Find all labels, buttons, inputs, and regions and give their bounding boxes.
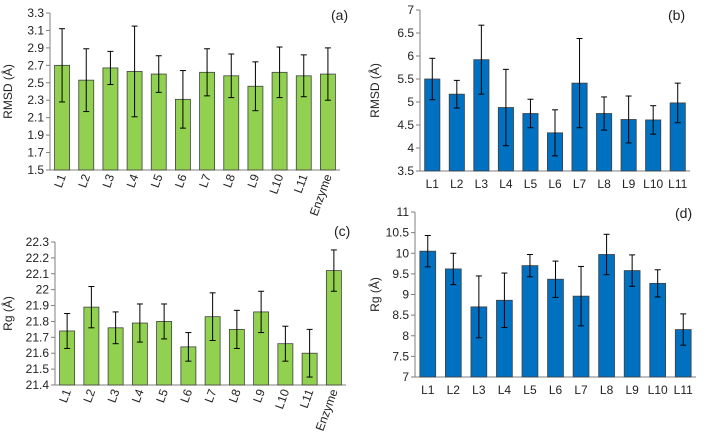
y-tick-label: 2.1 bbox=[27, 111, 44, 125]
y-tick-label: 1.5 bbox=[27, 163, 44, 177]
y-tick-label: 22.1 bbox=[26, 267, 50, 281]
y-tick-label: 10 bbox=[396, 246, 410, 260]
y-tick-label: 9 bbox=[402, 288, 409, 302]
y-tick-label: 21.8 bbox=[26, 314, 50, 328]
chart-panel-b: 3.5 4 4.5 5 5.5 6 6.5 7 RMSD (Å) (b) L1 L2 L3 L4 L5 L6 L… bbox=[367, 3, 690, 191]
y-tick-label: 9.5 bbox=[392, 267, 409, 281]
x-tick-label: L6 bbox=[548, 177, 562, 191]
panel-label: (d) bbox=[675, 205, 692, 221]
y-tick-label: 2.5 bbox=[27, 76, 44, 90]
y-tick-label: 22.3 bbox=[26, 235, 50, 249]
y-tick-label: 3.5 bbox=[397, 164, 414, 178]
chart-panel-c: 21.4 21.5 21.6 21.7 21.821.9 22 22.1 22.2 22.3 Rg… bbox=[0, 223, 350, 433]
x-tick-label: L1 bbox=[426, 177, 440, 191]
x-tick-label: L8 bbox=[600, 383, 614, 397]
y-tick-label: 3.3 bbox=[27, 6, 44, 20]
x-tick-label: L4 bbox=[129, 387, 147, 405]
y-axis-title: RMSD (Å) bbox=[0, 64, 15, 119]
y-tick-label: 11 bbox=[397, 205, 410, 219]
x-tick-label: L7 bbox=[196, 172, 214, 190]
x-tick-label: L4 bbox=[499, 177, 513, 191]
x-tick-label: L3 bbox=[472, 383, 486, 397]
y-tick-label: 10.5 bbox=[386, 226, 410, 240]
x-tick-label: L2 bbox=[450, 177, 464, 191]
y-axis-title: Rg (Å) bbox=[0, 296, 15, 331]
x-tick-label: L3 bbox=[100, 172, 118, 190]
y-tick-label: 1.9 bbox=[27, 128, 44, 142]
x-tick-label: L9 bbox=[622, 177, 636, 191]
x-tick-label: L8 bbox=[220, 172, 238, 190]
y-axis-title: Rg (Å) bbox=[367, 277, 382, 312]
y-tick-label: 3.1 bbox=[27, 23, 44, 37]
x-tick-label: L9 bbox=[625, 383, 639, 397]
panel-label: (b) bbox=[668, 7, 685, 23]
y-tick-label: 7 bbox=[402, 370, 409, 384]
y-tick-label: 6.5 bbox=[397, 26, 414, 40]
x-tick-label: L8 bbox=[226, 387, 244, 405]
x-tick-label: L11 bbox=[668, 177, 687, 191]
x-tick-label: L6 bbox=[172, 172, 190, 190]
x-tick-label: L5 bbox=[523, 383, 537, 397]
y-tick-label: 2.9 bbox=[27, 41, 44, 55]
x-tick-label: L6 bbox=[177, 387, 195, 405]
y-tick-label: 4.5 bbox=[397, 118, 414, 132]
y-tick-label: 8 bbox=[402, 329, 409, 343]
x-tick-label: L4 bbox=[498, 383, 512, 397]
y-tick-label: 7.5 bbox=[392, 349, 409, 363]
y-tick-label: 5.5 bbox=[397, 72, 414, 86]
x-tick-label: L5 bbox=[524, 177, 538, 191]
bar-l2 bbox=[444, 268, 462, 378]
chart-panel-d: 7 7.5 8 8.5 9 9.5 10 10.5 11 Rg (Å) (d) L1 L2 L3 L4 L5 L… bbox=[367, 205, 696, 397]
x-tick-label: L3 bbox=[105, 387, 123, 405]
x-tick-label: L7 bbox=[573, 177, 587, 191]
x-tick-label: L6 bbox=[549, 383, 563, 397]
y-tick-label: 21.5 bbox=[26, 362, 50, 376]
bar-l1 bbox=[419, 250, 437, 378]
x-tick-label: L11 bbox=[674, 383, 693, 397]
panel-label: (a) bbox=[331, 7, 348, 23]
x-tick-label: L10 bbox=[272, 387, 292, 411]
x-tick-label: L2 bbox=[80, 387, 98, 405]
x-tick-label: L10 bbox=[648, 383, 668, 397]
x-tick-label: L3 bbox=[475, 177, 489, 191]
x-tick-label: L4 bbox=[124, 172, 142, 190]
chart-panel-a: 1.5 1.7 1.9 2.1 2.3 2.5 2.7 2.9 3.1 3.3 RMSD (Å) (a… bbox=[0, 6, 348, 218]
y-tick-label: 8.5 bbox=[392, 308, 409, 322]
panel-label: (c) bbox=[334, 223, 350, 239]
y-tick-label: 2.3 bbox=[27, 93, 44, 107]
x-tick-label: L11 bbox=[291, 172, 311, 195]
x-tick-label: L10 bbox=[643, 177, 663, 191]
x-tick-label: L8 bbox=[597, 177, 611, 191]
y-tick-label: 21.7 bbox=[26, 330, 50, 344]
y-tick-label: 22 bbox=[36, 283, 50, 297]
x-tick-label: L5 bbox=[153, 387, 171, 405]
x-tick-label: L5 bbox=[148, 172, 166, 190]
y-tick-label: 7 bbox=[407, 3, 414, 17]
x-tick-label: L7 bbox=[202, 387, 220, 405]
y-tick-label: 4 bbox=[407, 141, 414, 155]
x-tick-label: Enzyme bbox=[313, 387, 341, 433]
y-tick-label: 6 bbox=[407, 49, 414, 63]
y-tick-label: 21.4 bbox=[26, 378, 50, 392]
x-tick-label: L2 bbox=[75, 172, 93, 190]
bar-l5 bbox=[521, 265, 539, 378]
y-axis-title: RMSD (Å) bbox=[367, 63, 382, 118]
y-tick-label: 1.7 bbox=[27, 146, 44, 160]
x-tick-label: L9 bbox=[250, 387, 268, 405]
x-tick-label: Enzyme bbox=[307, 172, 335, 218]
x-tick-label: L1 bbox=[51, 172, 69, 190]
x-tick-label: L9 bbox=[245, 172, 263, 190]
x-tick-label: L1 bbox=[56, 387, 74, 405]
y-tick-label: 21.6 bbox=[26, 346, 50, 360]
x-tick-label: L2 bbox=[447, 383, 461, 397]
y-tick-label: 22.2 bbox=[26, 251, 50, 265]
x-tick-label: L10 bbox=[266, 172, 286, 196]
x-tick-label: L1 bbox=[421, 383, 435, 397]
x-tick-label: L11 bbox=[297, 387, 317, 410]
y-tick-label: 21.9 bbox=[26, 299, 50, 313]
x-tick-label: L7 bbox=[574, 383, 588, 397]
y-tick-label: 5 bbox=[407, 95, 414, 109]
y-tick-label: 2.7 bbox=[27, 58, 44, 72]
